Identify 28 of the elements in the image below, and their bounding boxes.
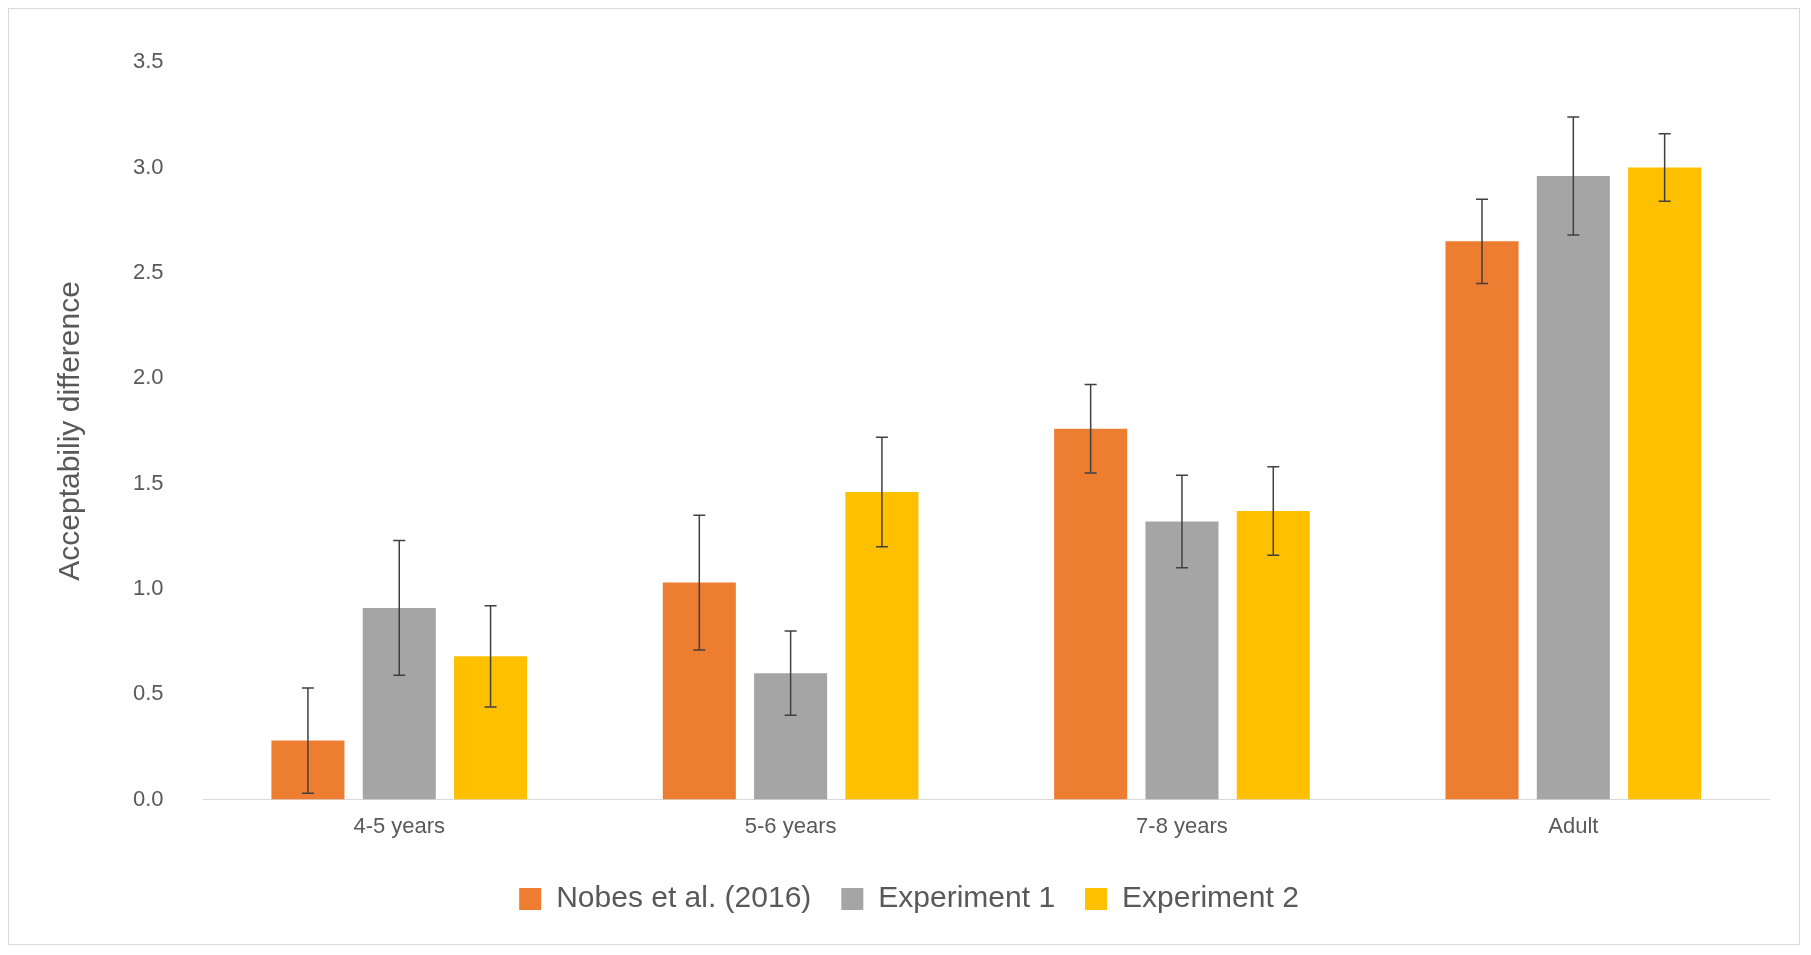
bar: [1628, 167, 1702, 800]
y-tick-label: 3.5: [132, 48, 164, 74]
y-tick-label: 0.0: [132, 785, 164, 811]
bar: [1145, 521, 1219, 800]
bar: [845, 492, 919, 800]
legend-label: Nobes et al. (2016): [556, 880, 812, 914]
y-tick-label: 3.0: [132, 153, 164, 179]
bar: [1536, 175, 1610, 800]
legend-label: Experiment 1: [878, 880, 1056, 914]
y-tick-label: 1.0: [132, 574, 164, 600]
y-tick-label: 2.5: [132, 258, 164, 284]
y-tick-label: 2.0: [132, 364, 164, 390]
legend-label: Experiment 2: [1122, 880, 1299, 914]
bar: [1445, 241, 1519, 800]
bar: [1236, 510, 1310, 800]
y-axis-title: Acceptabiliy difference: [52, 281, 86, 581]
bar: [454, 656, 528, 800]
bar: [1054, 428, 1128, 800]
y-tick-label: 1.5: [132, 469, 164, 495]
bar: [754, 673, 828, 800]
y-tick-label: 0.5: [132, 680, 164, 706]
x-tick-label: Adult: [1548, 812, 1599, 838]
bar: [271, 740, 345, 800]
bar: [362, 607, 436, 800]
x-tick-label: 4-5 years: [353, 812, 446, 838]
bar: [662, 582, 736, 800]
x-tick-label: 7-8 years: [1136, 812, 1228, 838]
x-tick-label: 5-6 years: [744, 812, 837, 838]
